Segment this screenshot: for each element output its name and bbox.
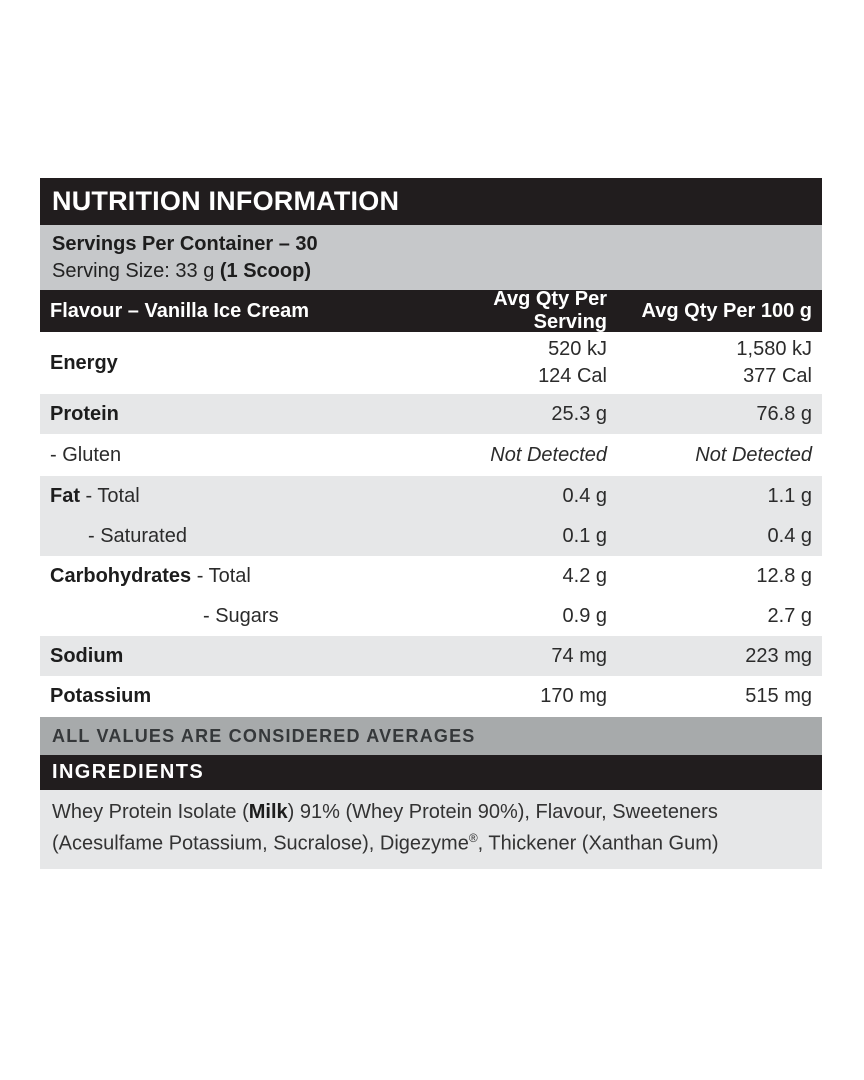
servings-section: Servings Per Container – 30 Serving Size… — [40, 225, 822, 290]
label-cell: - Saturated — [50, 525, 422, 548]
averages-note: ALL VALUES ARE CONSIDERED AVERAGES — [52, 725, 476, 746]
serving-size-text: Serving Size: 33 g — [52, 259, 220, 282]
row-label-rest: - Saturated — [88, 524, 187, 547]
ingredients-part: ) 91% (Whey Protein 90%), Flavour, Sweet… — [52, 801, 718, 855]
row-label-rest: - Gluten — [50, 443, 122, 466]
row-label-bold: Carbohydrates — [50, 564, 192, 587]
per-serving-cell: 4.2 g — [562, 564, 607, 587]
ingredients-part: , Thickener (Xanthan Gum) — [477, 832, 719, 855]
ingredients-allergen: Milk — [248, 801, 288, 823]
row-carbohydrates-sugars: - Sugars 0.9 g 2.7 g — [40, 596, 822, 636]
row-fat-saturated: - Saturated 0.1 g 0.4 g — [40, 516, 822, 556]
row-label-rest: - Total — [191, 564, 251, 587]
per-serving-cell: Not Detected — [490, 443, 607, 466]
label-cell: Potassium — [50, 685, 422, 708]
per-100g-cell: 12.8 g — [756, 564, 812, 587]
servings-per-container: Servings Per Container – 30 — [52, 232, 318, 255]
nutrition-title: NUTRITION INFORMATION — [52, 186, 400, 216]
row-label-bold: Energy — [50, 351, 118, 374]
label-cell: Sodium — [50, 645, 422, 668]
row-label-bold: Potassium — [50, 685, 152, 707]
flavour-column-header: Flavour – Vanilla Ice Cream — [50, 299, 310, 322]
label-cell: Carbohydrates - Total — [50, 565, 422, 588]
per-100g-cell: Not Detected — [695, 443, 812, 466]
per-serving-cell: 74 mg — [551, 644, 607, 667]
per-serving-cell: 25.3 g — [551, 402, 607, 425]
per-serving-cell: 520 kJ 124 Cal — [538, 338, 607, 387]
label-cell: Fat - Total — [50, 485, 422, 508]
row-protein: Protein 25.3 g 76.8 g — [40, 394, 822, 434]
per-100g-cell: 2.7 g — [767, 604, 812, 627]
row-label-bold: Sodium — [50, 644, 124, 667]
per-serving-cell: 0.4 g — [562, 484, 607, 507]
per-100g-cell: 0.4 g — [767, 524, 812, 547]
label-cell: Protein — [50, 403, 422, 426]
column-header-bar: Flavour – Vanilla Ice Cream Avg Qty Per … — [40, 288, 822, 333]
per-100g-column-header: Avg Qty Per 100 g — [641, 299, 812, 322]
row-potassium: Potassium 170 mg 515 mg — [40, 676, 822, 717]
per-serving-cell: 170 mg — [540, 685, 607, 707]
ingredients-header-bar: INGREDIENTS — [40, 755, 822, 790]
ingredients-title: INGREDIENTS — [52, 761, 205, 783]
row-label-bold: Fat — [50, 484, 80, 507]
per-100g-cell: 515 mg — [745, 685, 812, 707]
per-serving-column-header: Avg Qty Per Serving — [493, 288, 607, 333]
label-cell: Energy — [50, 352, 422, 375]
per-100g-cell: 1.1 g — [767, 484, 812, 507]
per-100g-cell: 1,580 kJ 377 Cal — [736, 338, 812, 387]
nutrition-label: NUTRITION INFORMATION Servings Per Conta… — [40, 178, 822, 869]
label-cell: - Sugars — [50, 605, 422, 628]
row-gluten: - Gluten Not Detected Not Detected — [40, 434, 822, 476]
averages-note-bar: ALL VALUES ARE CONSIDERED AVERAGES — [40, 717, 822, 755]
registered-trademark-symbol: ® — [468, 831, 478, 845]
per-100g-cell: 223 mg — [745, 644, 812, 667]
serving-size-scoop: (1 Scoop) — [219, 259, 311, 282]
ingredients-text: Whey Protein Isolate (Milk) 91% (Whey Pr… — [40, 790, 822, 869]
row-energy: Energy 520 kJ 124 Cal 1,580 kJ 377 Cal — [40, 332, 822, 394]
per-serving-cell: 0.1 g — [562, 524, 607, 547]
row-label-bold: Protein — [50, 402, 119, 425]
row-carbohydrates-total: Carbohydrates - Total 4.2 g 12.8 g — [40, 556, 822, 596]
ingredients-part: Whey Protein Isolate ( — [52, 801, 249, 823]
nutrition-header-bar: NUTRITION INFORMATION — [40, 178, 822, 225]
per-serving-cell: 0.9 g — [562, 604, 607, 627]
label-cell: - Gluten — [50, 444, 422, 467]
row-label-rest: - Sugars — [203, 604, 279, 627]
row-fat-total: Fat - Total 0.4 g 1.1 g — [40, 476, 822, 516]
per-100g-cell: 76.8 g — [756, 402, 812, 425]
serving-size: Serving Size: 33 g (1 Scoop) — [52, 258, 810, 285]
row-sodium: Sodium 74 mg 223 mg — [40, 636, 822, 676]
row-label-rest: - Total — [80, 484, 140, 507]
